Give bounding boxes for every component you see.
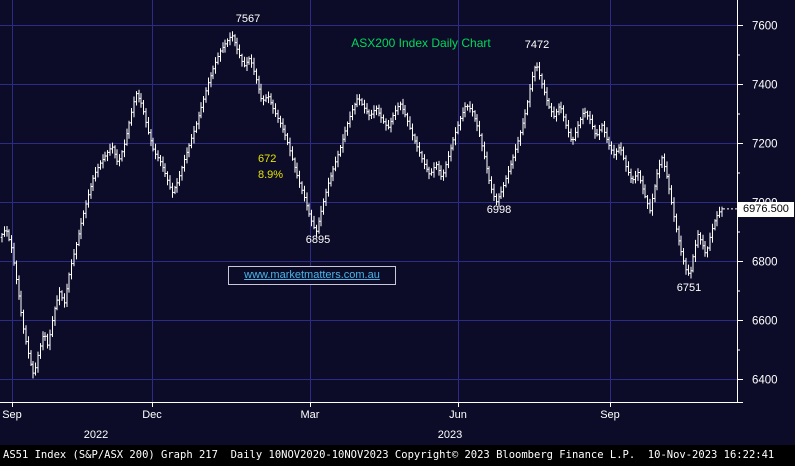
annotation-jun-low: 6998 <box>486 204 512 216</box>
y-axis-label: 7600 <box>752 21 778 33</box>
price-chart-canvas: 7600740072007000680066006400SepDecMarJun… <box>0 0 778 441</box>
x-axis-month-label: Dec <box>142 409 162 421</box>
x-axis-month-label: Sep <box>600 409 620 421</box>
annotation-oct-low: 6751 <box>676 282 702 294</box>
y-axis-label: 6800 <box>752 257 778 269</box>
marketmatters-link[interactable]: www.marketmatters.com.au <box>228 266 396 285</box>
x-axis-month-label: Mar <box>301 409 320 421</box>
x-axis-month-label: Jun <box>449 409 467 421</box>
annotation-jul-peak: 7472 <box>524 39 550 51</box>
annotation-feb-peak: 7567 <box>235 13 261 25</box>
terminal-status-bar: AS51 Index (S&P/ASX 200) Graph 217 Daily… <box>0 445 795 466</box>
chart-title: ASX200 Index Daily Chart <box>351 36 491 50</box>
annotation-decline: 672 8.9% <box>258 151 283 183</box>
y-axis-label: 7400 <box>752 80 778 92</box>
price-bars <box>0 31 724 379</box>
y-axis-label: 6400 <box>752 375 778 387</box>
last-price-badge: 6976.500 <box>738 202 794 217</box>
y-axis-label: 6600 <box>752 316 778 328</box>
annotation-decline-percent: 8.9% <box>258 169 284 181</box>
x-axis-year-label: 2022 <box>84 429 108 441</box>
annotation-decline-points: 672 <box>258 153 277 165</box>
y-axis-label: 7200 <box>752 139 778 151</box>
x-axis-year-label: 2023 <box>438 429 462 441</box>
annotation-mar-low: 6895 <box>305 234 331 246</box>
x-axis-month-label: Sep <box>2 409 22 421</box>
